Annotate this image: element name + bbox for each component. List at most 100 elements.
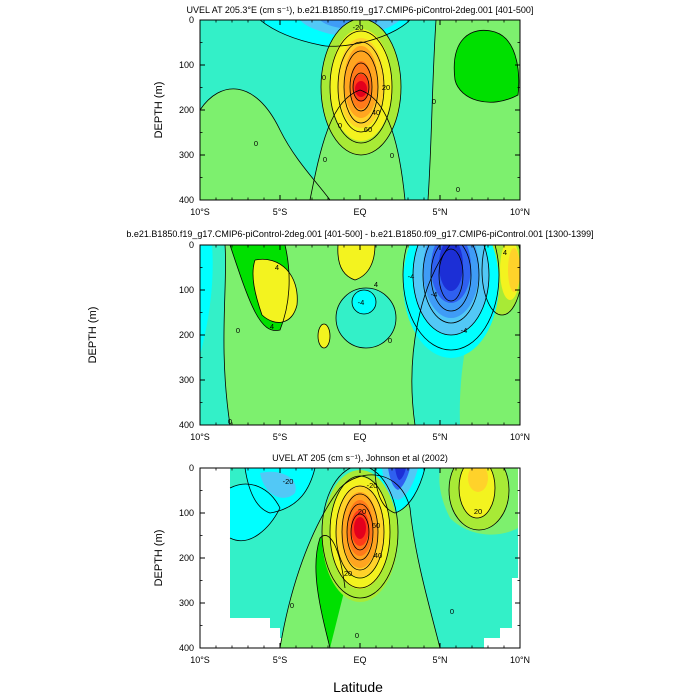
contour-line bbox=[259, 20, 411, 47]
contour-line bbox=[335, 287, 397, 349]
contour-line bbox=[229, 483, 281, 541]
panel-top: UVEL AT 205.3°E (cm s⁻¹), b.e21.B1850.f1… bbox=[153, 5, 533, 217]
contour-label: 0 bbox=[290, 601, 294, 610]
contour-line bbox=[458, 468, 496, 519]
contour-line bbox=[329, 30, 393, 144]
contour-line bbox=[411, 245, 451, 425]
contour-line bbox=[341, 493, 379, 571]
y-tick-label: 0 bbox=[189, 15, 194, 25]
y-tick-label: 100 bbox=[179, 60, 194, 70]
y-tick-label: 400 bbox=[179, 643, 194, 653]
contour-line bbox=[481, 245, 520, 316]
y-tick-label: 300 bbox=[179, 375, 194, 385]
contour-line bbox=[229, 245, 290, 331]
contour-line bbox=[352, 72, 370, 102]
contour-lines bbox=[229, 468, 510, 648]
contour-label: 0 bbox=[432, 97, 436, 106]
contour-label: 40 bbox=[374, 551, 382, 560]
y-axis-label: DEPTH (m) bbox=[153, 530, 165, 587]
contour-line bbox=[279, 474, 441, 648]
contour-label: 4 bbox=[270, 322, 274, 331]
contour-line bbox=[427, 20, 437, 200]
x-tick-label: EQ bbox=[353, 207, 366, 217]
y-tick-label: 200 bbox=[179, 330, 194, 340]
contour-label: -4 bbox=[431, 290, 438, 299]
contour-label: 0 bbox=[323, 155, 327, 164]
field-region bbox=[318, 324, 330, 348]
y-tick-label: 400 bbox=[179, 420, 194, 430]
x-tick-label: 10°N bbox=[510, 207, 530, 217]
contour-line bbox=[448, 468, 510, 531]
field-region bbox=[508, 248, 520, 292]
x-tick-label: EQ bbox=[353, 655, 366, 665]
contour-label: 0 bbox=[254, 139, 258, 148]
contour-line bbox=[412, 245, 490, 336]
contour-lines bbox=[200, 20, 520, 200]
contour-label: 20 bbox=[474, 507, 482, 516]
contour-label: 0 bbox=[450, 607, 454, 616]
contour-label: 20 bbox=[358, 507, 366, 516]
x-tick-label: 5°N bbox=[432, 655, 447, 665]
contour-line bbox=[252, 258, 298, 323]
panel-bottom: UVEL AT 205 (cm s⁻¹), Johnson et al (200… bbox=[153, 453, 530, 665]
x-tick-label: 5°S bbox=[273, 432, 288, 442]
shared-y-axis-label: DEPTH (m) bbox=[87, 307, 99, 364]
contour-label: 0 bbox=[228, 417, 232, 426]
contour-line bbox=[422, 245, 480, 324]
x-tick-label: 5°N bbox=[432, 207, 447, 217]
x-tick-label: 10°N bbox=[510, 432, 530, 442]
contour-line bbox=[350, 513, 370, 551]
x-tick-label: 10°N bbox=[510, 655, 530, 665]
y-tick-label: 100 bbox=[179, 508, 194, 518]
contour-label: 40 bbox=[372, 108, 380, 117]
panel-title: UVEL AT 205.3°E (cm s⁻¹), b.e21.B1850.f1… bbox=[187, 5, 534, 15]
contour-label: 0 bbox=[338, 121, 342, 130]
contour-label: 20 bbox=[382, 83, 390, 92]
contour-line bbox=[453, 30, 520, 103]
field-layer bbox=[200, 245, 520, 425]
y-tick-label: 0 bbox=[189, 463, 194, 473]
contour-line bbox=[438, 248, 464, 302]
contour-line bbox=[374, 468, 426, 514]
panel-title: UVEL AT 205 (cm s⁻¹), Johnson et al (200… bbox=[272, 453, 448, 463]
x-tick-label: 10°S bbox=[190, 655, 210, 665]
field-negative-level bbox=[439, 245, 463, 291]
contour-line bbox=[337, 41, 385, 133]
contour-label: -20 bbox=[353, 23, 364, 32]
contour-line bbox=[317, 323, 331, 349]
x-tick-label: 10°S bbox=[190, 432, 210, 442]
contour-label: 0 bbox=[456, 185, 460, 194]
x-tick-label: EQ bbox=[353, 432, 366, 442]
y-tick-label: 200 bbox=[179, 553, 194, 563]
field-region bbox=[200, 88, 330, 200]
field-core-level bbox=[354, 517, 366, 539]
field-layer bbox=[200, 468, 520, 648]
contour-line bbox=[337, 245, 376, 281]
contour-label-layer: -20 -20 20 40 60 20 20 0 0 0 bbox=[283, 477, 483, 640]
contour-line bbox=[335, 485, 385, 579]
contour-label: 0 bbox=[355, 631, 359, 640]
x-axis-label: Latitude bbox=[333, 679, 383, 695]
contour-label: 20 bbox=[344, 569, 352, 578]
contour-line bbox=[329, 475, 391, 589]
contour-line bbox=[351, 289, 377, 315]
y-tick-label: 0 bbox=[189, 240, 194, 250]
field-region bbox=[260, 471, 296, 498]
contour-field: 4 4 4 -4 -4 -4 -4 0 0 0 4 bbox=[200, 245, 520, 426]
field-layer bbox=[200, 20, 520, 200]
panel-middle: b.e21.B1850.f19_g17.CMIP6-piControl-2deg… bbox=[126, 229, 593, 442]
contour-label: 4 bbox=[374, 280, 378, 289]
field-region bbox=[352, 290, 376, 314]
panel-title: b.e21.B1850.f19_g17.CMIP6-piControl-2deg… bbox=[126, 229, 593, 239]
contour-label: 4 bbox=[503, 248, 507, 257]
field-region bbox=[200, 245, 213, 355]
contour-line bbox=[309, 89, 406, 200]
contour-label: 60 bbox=[364, 125, 372, 134]
y-tick-label: 100 bbox=[179, 285, 194, 295]
